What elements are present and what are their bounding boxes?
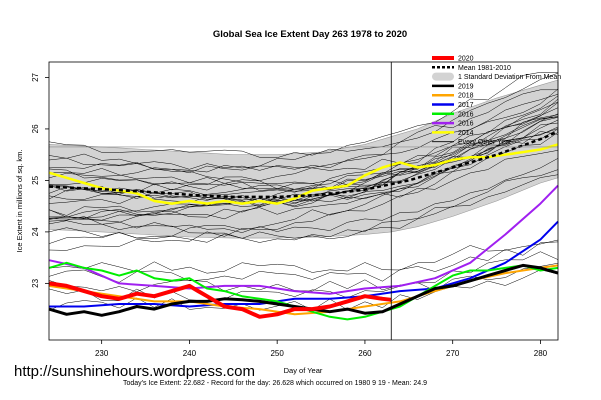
legend-item: Mean 1981-2010 [432,65,511,72]
other-year-line [48,88,559,218]
legend-swatch [432,72,454,81]
axes: 230 240 250 260 270 280 23 24 25 26 27 [31,72,548,358]
y-tick-label: 27 [31,72,40,81]
other-year-line [48,89,558,158]
legend-label: 2017 [458,102,474,109]
legend-label: 2016 [458,121,474,128]
legend-item: 2018 [432,93,474,100]
legend-label: 2018 [458,93,474,100]
reference-lines [49,62,558,340]
series-line-2016b [48,184,559,295]
x-tick-label: 280 [534,349,548,358]
legend-item: 2014 [432,130,474,137]
legend-item: 2019 [432,83,474,90]
other-year-line [48,113,559,244]
legend-label: Every Other Year [458,139,512,146]
other-year-line [48,102,559,225]
other-year-line [48,251,559,292]
legend-item: 2016 [432,111,474,118]
legend-item: 2020 [432,56,474,63]
legend-label: 2020 [458,56,474,63]
y-tick-label: 23 [31,278,40,287]
legend-label: 2014 [458,130,474,137]
legend-label: 2019 [458,83,474,90]
other-year-line [48,150,559,208]
x-tick-label: 240 [183,349,197,358]
footer-note: Today's Ice Extent: 22.682 - Record for … [123,380,427,387]
legend: 2020 Mean 1981-2010 1 Standard Deviation F… [432,56,561,146]
y-tick-label: 25 [31,175,40,184]
other-years-lines [48,72,559,311]
chart-title: Global Sea Ice Extent Day 263 1978 to 20… [213,29,407,40]
watermark-url: http://sunshinehours.wordpress.com [14,363,255,380]
series-line-2020 [48,281,392,319]
other-year-line [48,128,559,190]
highlight-series-layer [48,130,559,321]
other-year-line [48,158,559,233]
other-year-line [48,239,559,274]
other-year-line [48,95,559,200]
legend-item: 2017 [432,102,474,109]
x-tick-label: 250 [270,349,284,358]
legend-item: 2016 [432,121,474,128]
x-tick-label: 260 [358,349,372,358]
plot-frame [48,61,559,341]
x-tick-label: 230 [95,349,109,358]
x-tick-label: 270 [446,349,460,358]
y-tick-label: 24 [31,227,40,236]
legend-label: 1 Standard Deviation From Mean [458,74,561,81]
other-year-line [48,269,559,311]
legend-item: 1 Standard Deviation From Mean [432,72,561,81]
x-axis-label: Day of Year [284,366,323,375]
legend-item: Every Other Year [432,139,512,146]
legend-label: 2016 [458,111,474,118]
other-year-line [48,72,558,179]
other-year-line [48,241,559,283]
y-tick-label: 26 [31,124,40,133]
y-axis-label: Ice Extent in millions of sq. km. [15,150,24,253]
legend-label: Mean 1981-2010 [458,65,511,72]
